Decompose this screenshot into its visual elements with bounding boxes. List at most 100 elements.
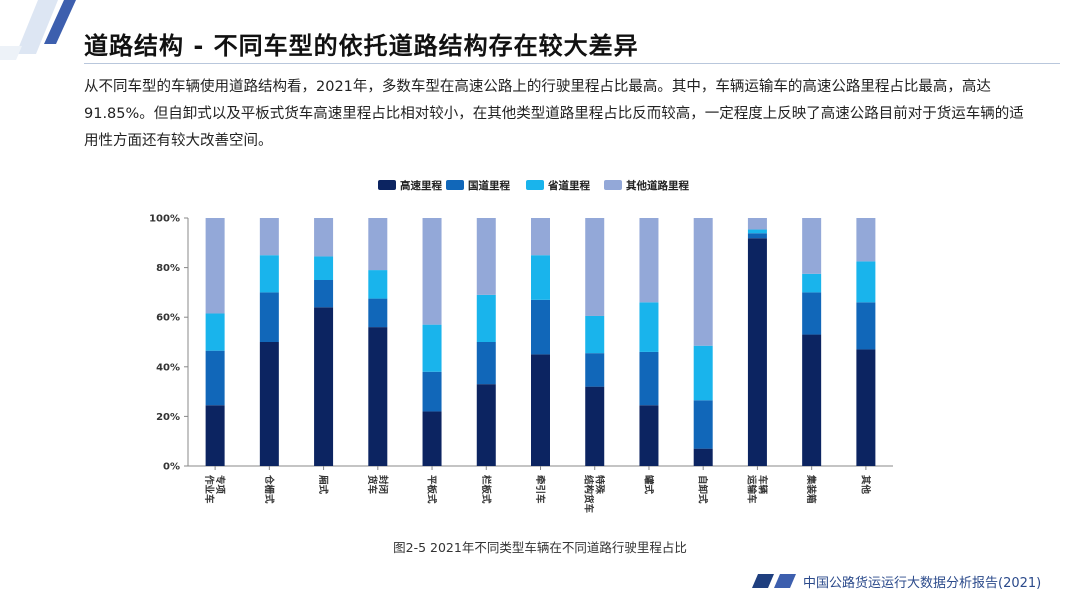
category-label-line: 仓栅式 bbox=[263, 474, 275, 504]
y-tick-label: 80% bbox=[156, 263, 180, 274]
category-label: 栏板式 bbox=[480, 475, 492, 504]
bar-segment bbox=[314, 218, 334, 257]
bar-segment bbox=[476, 384, 496, 466]
category-label: 仓栅式 bbox=[263, 474, 275, 504]
footer-report-title: 中国公路货运运行大数据分析报告(2021) bbox=[803, 576, 1042, 591]
y-tick-label: 0% bbox=[163, 462, 180, 473]
bar-segment bbox=[531, 255, 550, 300]
bar-segment bbox=[314, 307, 334, 466]
bar-segment bbox=[856, 302, 876, 350]
bar-segment bbox=[205, 350, 225, 406]
category-label-line: 特殊 bbox=[594, 475, 606, 495]
bar-segment bbox=[259, 255, 279, 293]
chart-legend: 高速里程 国道里程 省道里程 其他道路里程 bbox=[378, 179, 689, 192]
bar-segment bbox=[422, 411, 442, 466]
bar-segment bbox=[856, 261, 876, 303]
bar-segment bbox=[585, 315, 605, 354]
bar-segment bbox=[476, 294, 496, 342]
category-label-line: 罐式 bbox=[642, 474, 654, 495]
bar-segment bbox=[259, 218, 279, 256]
slide-title: 道路结构 - 不同车型的依托道路结构存在较大差异 bbox=[84, 32, 639, 60]
category-label-line: 运输车 bbox=[745, 475, 757, 504]
figure-caption: 图2-5 2021年不同类型车辆在不同道路行驶里程占比 bbox=[393, 540, 687, 555]
y-tick-label: 60% bbox=[156, 313, 180, 324]
bar-segment bbox=[422, 324, 442, 372]
category-label-line: 结构货车 bbox=[583, 474, 595, 514]
legend-label: 国道里程 bbox=[468, 179, 510, 192]
bar-segment bbox=[531, 299, 550, 355]
bar-segment bbox=[205, 218, 225, 314]
bar-segment bbox=[422, 371, 442, 412]
category-label: 集装箱 bbox=[805, 474, 817, 504]
bar-segment bbox=[368, 270, 388, 299]
bar-segment bbox=[747, 229, 767, 234]
category-label: 平板式 bbox=[426, 475, 438, 504]
bar-segment bbox=[476, 218, 496, 295]
category-label-line: 栏板式 bbox=[480, 475, 492, 504]
bar-segment bbox=[314, 280, 334, 308]
category-label-line: 作业车 bbox=[203, 475, 215, 504]
bar-segment bbox=[856, 349, 876, 466]
bar-segment bbox=[259, 292, 279, 342]
category-label: 厢式 bbox=[317, 475, 329, 495]
legend-swatch bbox=[378, 180, 396, 190]
bar-segment bbox=[476, 342, 496, 385]
category-label-line: 货车 bbox=[366, 474, 378, 495]
category-label-line: 集装箱 bbox=[805, 474, 817, 504]
bar-segment bbox=[747, 218, 767, 230]
legend-label: 其他道路里程 bbox=[626, 179, 689, 192]
bar-segment bbox=[259, 342, 279, 466]
category-label: 牵引车 bbox=[534, 475, 546, 504]
category-label-line: 自卸式 bbox=[697, 475, 709, 504]
corner-decoration bbox=[0, 0, 76, 60]
bar-segment bbox=[747, 233, 767, 239]
category-label-line: 厢式 bbox=[317, 475, 329, 495]
bar-segment bbox=[639, 218, 659, 303]
bar-segment bbox=[693, 218, 713, 346]
bar-segment bbox=[531, 218, 550, 256]
bar-segment bbox=[639, 302, 659, 352]
bar-segment bbox=[585, 353, 605, 387]
bar-segment bbox=[802, 334, 822, 466]
bar-segment bbox=[802, 218, 822, 274]
bar-segment bbox=[693, 400, 713, 449]
bar-segment bbox=[314, 256, 334, 280]
bar-segment bbox=[802, 292, 822, 335]
bar-segment bbox=[639, 405, 659, 466]
category-label-line: 专项 bbox=[214, 475, 226, 495]
category-label: 自卸式 bbox=[697, 475, 709, 504]
bar-segment bbox=[693, 448, 713, 466]
y-tick-label: 40% bbox=[156, 362, 180, 373]
category-label: 罐式 bbox=[642, 474, 654, 495]
bar-segment bbox=[747, 238, 767, 466]
bar-segment bbox=[368, 218, 388, 271]
category-label-line: 平板式 bbox=[426, 475, 438, 504]
bar-segment bbox=[693, 345, 713, 401]
legend-swatch bbox=[604, 180, 622, 190]
legend-swatch bbox=[526, 180, 544, 190]
category-label: 其他 bbox=[859, 475, 871, 495]
category-label-line: 车辆 bbox=[756, 475, 768, 495]
category-label-line: 封闭 bbox=[377, 475, 389, 494]
y-tick-label: 20% bbox=[156, 412, 180, 423]
bar-segment bbox=[585, 218, 605, 316]
bar-segment bbox=[802, 273, 822, 293]
bar-segment bbox=[205, 405, 225, 466]
legend-label: 省道里程 bbox=[547, 179, 590, 192]
bar-segment bbox=[422, 218, 442, 325]
bar-segment bbox=[368, 327, 388, 466]
category-label-line: 牵引车 bbox=[534, 475, 546, 504]
title-divider bbox=[84, 63, 1060, 64]
bar-segment bbox=[856, 218, 876, 262]
bar-segment bbox=[368, 298, 388, 328]
footer-decoration bbox=[752, 574, 796, 588]
y-tick-label: 100% bbox=[149, 214, 180, 225]
bar-segment bbox=[639, 351, 659, 406]
body-paragraph: 从不同车型的车辆使用道路结构看，2021年，多数车型在高速公路上的行驶里程占比最… bbox=[84, 79, 1024, 149]
category-label-line: 其他 bbox=[859, 475, 871, 495]
